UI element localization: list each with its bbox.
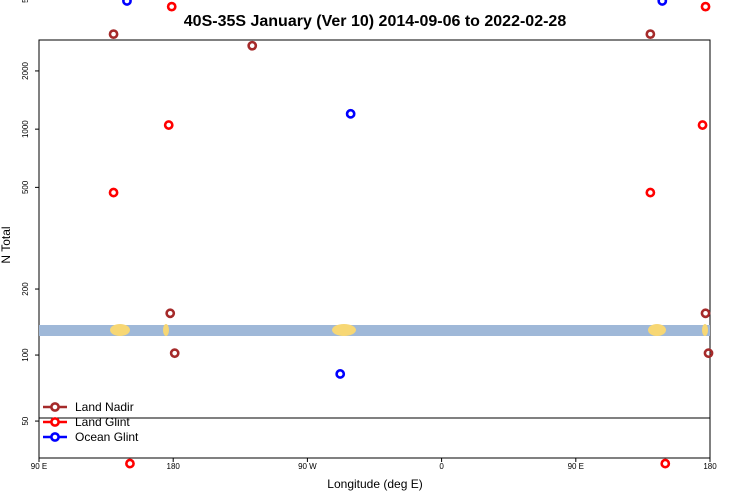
ocean-glint-point	[335, 369, 346, 379]
land-glint-point	[697, 120, 708, 130]
legend-marker-land-nadir	[50, 402, 60, 412]
land-blob-nz-2	[702, 324, 708, 336]
x-tick-label: 90 W	[298, 462, 317, 471]
land-glint-point	[645, 187, 656, 198]
chart-title: 40S-35S January (Ver 10) 2014-09-06 to 2…	[184, 13, 567, 30]
land-nadir-point	[165, 308, 176, 319]
land-nadir-point	[703, 348, 714, 359]
y-tick-label: 500	[21, 180, 30, 194]
legend-label-land-glint: Land Glint	[75, 415, 130, 429]
x-axis-label: Longitude (deg E)	[327, 477, 422, 491]
land-glint-point	[660, 458, 671, 469]
ocean-glint-point	[345, 108, 356, 119]
land-nadir-point	[169, 348, 180, 359]
ocean-glint-point	[657, 0, 668, 6]
ocean-band	[39, 325, 710, 336]
land-blob-australia	[110, 324, 130, 336]
y-tick-label: 50	[21, 416, 30, 425]
plot-frame	[38, 39, 711, 459]
land-nadir-point	[247, 40, 258, 51]
y-tick-label: 1000	[21, 120, 30, 138]
land-nadir-point	[108, 29, 119, 40]
land-blob-australia-2	[648, 324, 666, 336]
data-points	[108, 0, 714, 469]
land-nadir-point	[700, 308, 711, 319]
legend-label-land-nadir: Land Nadir	[75, 400, 134, 414]
y-tick-label: 100	[21, 348, 30, 362]
land-glint-point	[166, 1, 177, 12]
y-tick-label: 2000	[21, 61, 30, 79]
land-glint-point	[163, 120, 174, 130]
legend-label-ocean-glint: Ocean Glint	[75, 430, 139, 444]
land-nadir-point	[645, 29, 656, 40]
x-tick-label: 90 E	[31, 462, 47, 471]
ocean-glint-point	[122, 0, 132, 6]
x-tick-label: 180	[167, 462, 181, 471]
y-axis-label: N Total	[0, 226, 13, 263]
y-tick-label: 200	[21, 282, 30, 296]
land-blob-nz	[163, 324, 169, 336]
x-tick-label: 90 E	[568, 462, 584, 471]
land-blob-south-america	[332, 324, 356, 336]
x-tick-label: 180	[703, 462, 717, 471]
land-glint-point	[108, 187, 119, 198]
land-glint-point	[700, 1, 711, 12]
surface-band	[39, 324, 710, 336]
legend-marker-ocean-glint	[50, 432, 60, 442]
land-glint-point	[125, 458, 135, 469]
legend-marker-land-glint	[50, 417, 60, 427]
y-tick-label: 5000	[21, 0, 30, 3]
x-tick-label: 0	[439, 462, 444, 471]
